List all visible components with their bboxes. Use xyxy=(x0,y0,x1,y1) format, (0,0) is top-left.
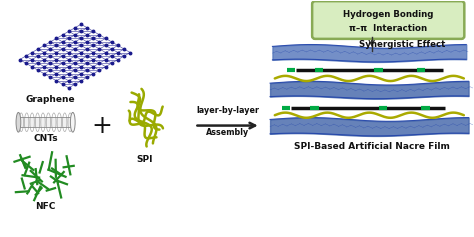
Text: SPI-Based Artificial Nacre Film: SPI-Based Artificial Nacre Film xyxy=(294,142,450,151)
FancyBboxPatch shape xyxy=(312,1,465,39)
Polygon shape xyxy=(18,117,73,128)
Text: CNTs: CNTs xyxy=(33,134,58,143)
Text: Synergistic Effect: Synergistic Effect xyxy=(359,40,446,49)
Ellipse shape xyxy=(16,112,21,132)
Text: π–π  Interaction: π–π Interaction xyxy=(349,23,427,32)
Text: NFC: NFC xyxy=(36,202,56,211)
Text: Assembly: Assembly xyxy=(206,128,249,137)
Text: Graphene: Graphene xyxy=(26,95,75,104)
Text: Hydrogen Bonding: Hydrogen Bonding xyxy=(343,10,433,19)
Text: layer-by-layer: layer-by-layer xyxy=(196,106,259,115)
Text: SPI: SPI xyxy=(137,155,153,164)
Ellipse shape xyxy=(71,112,75,132)
Text: +: + xyxy=(92,114,113,137)
